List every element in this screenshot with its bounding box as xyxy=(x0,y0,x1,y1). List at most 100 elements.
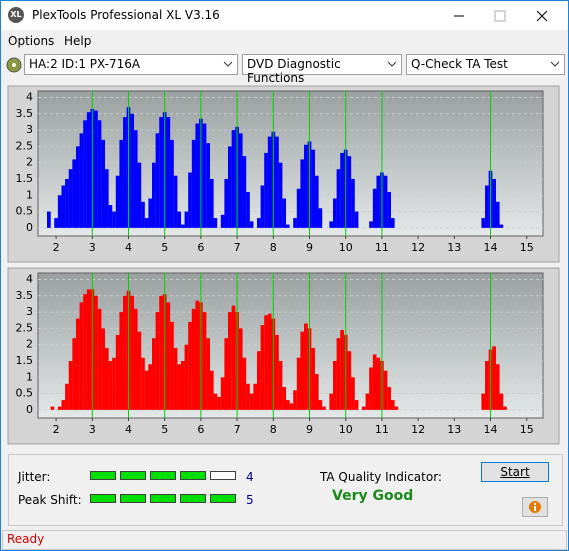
menu-item[interactable]: Help xyxy=(64,34,92,48)
bar xyxy=(332,198,337,228)
x-tick-label: 15 xyxy=(520,241,534,254)
close-button[interactable] xyxy=(536,10,548,22)
bar xyxy=(184,211,189,228)
x-tick-label: 10 xyxy=(339,241,353,254)
bar xyxy=(231,305,236,410)
bar xyxy=(253,383,258,410)
bar xyxy=(387,192,391,228)
bar xyxy=(369,367,373,410)
bar xyxy=(318,208,323,228)
bar xyxy=(220,377,225,410)
y-tick-label: 0.5 xyxy=(16,205,34,218)
bar xyxy=(228,312,232,410)
y-tick-label: 2 xyxy=(26,156,33,169)
bar xyxy=(499,393,504,410)
bar xyxy=(246,383,250,410)
title-bar: XL PlexTools Professional XL V3.16 xyxy=(1,1,568,30)
bar xyxy=(267,313,272,410)
x-tick-label: 9 xyxy=(306,423,313,436)
bar xyxy=(228,146,232,228)
bar xyxy=(50,406,55,410)
maximize-button[interactable] xyxy=(494,10,506,22)
y-tick-label: 4 xyxy=(26,273,33,286)
dropdown-arrow xyxy=(223,61,233,67)
drive-select[interactable]: HA:2 ID:1 PX-716A xyxy=(24,54,238,75)
y-tick-label: 1 xyxy=(26,188,33,201)
bar xyxy=(173,347,178,410)
menu-item[interactable]: Options xyxy=(8,34,55,48)
bar xyxy=(336,338,341,410)
drive-text: HA:2 ID:1 PX-716A xyxy=(29,57,141,71)
bar xyxy=(354,211,359,228)
x-tick-label: 7 xyxy=(234,241,241,254)
y-tick-label: 2.5 xyxy=(16,321,34,334)
x-tick-label: 8 xyxy=(270,423,277,436)
bar xyxy=(492,178,496,228)
bar xyxy=(101,139,106,228)
bar xyxy=(383,370,388,410)
dropdown-arrow xyxy=(550,61,560,67)
y-tick-label: 3.5 xyxy=(16,107,34,120)
bar xyxy=(101,328,106,410)
bar xyxy=(180,224,185,228)
peak-shift-value: 5 xyxy=(246,493,254,507)
start-button[interactable]: Start xyxy=(481,462,549,482)
drive-icon xyxy=(6,57,22,73)
quality-label: TA Quality Indicator: xyxy=(320,470,442,484)
x-tick-label: 5 xyxy=(161,241,168,254)
x-tick-label: 11 xyxy=(375,241,389,254)
bar xyxy=(372,188,377,228)
status-text: Ready xyxy=(7,532,45,546)
bar xyxy=(213,218,218,228)
bar xyxy=(144,218,149,228)
bar xyxy=(282,198,287,228)
bar xyxy=(177,211,182,228)
bar xyxy=(293,218,297,228)
x-tick-label: 13 xyxy=(447,241,461,254)
bar xyxy=(206,143,210,228)
meter-segment xyxy=(150,471,176,480)
bar xyxy=(188,321,192,410)
bar xyxy=(170,321,174,410)
x-tick-label: 4 xyxy=(125,423,132,436)
bar xyxy=(304,144,308,228)
bar xyxy=(365,393,370,410)
bar xyxy=(231,130,236,228)
info-button[interactable] xyxy=(522,497,548,517)
bar xyxy=(195,300,200,410)
bar xyxy=(209,370,214,410)
charts: 00.511.522.533.542 3 4 5 6 7 8 9 10 11 12 13 14 1500.… xyxy=(7,85,560,445)
info-icon xyxy=(529,501,541,513)
bar xyxy=(390,400,395,410)
x-tick-label: 7 xyxy=(234,423,241,436)
bar xyxy=(238,328,243,410)
bar xyxy=(376,175,381,228)
bar xyxy=(383,175,388,228)
bar xyxy=(311,149,315,228)
bar xyxy=(495,201,500,228)
x-tick-label: 6 xyxy=(197,423,204,436)
bar xyxy=(97,120,102,228)
x-tick-label: 15 xyxy=(520,423,534,436)
test-select[interactable]: Q-Check TA Test xyxy=(406,54,565,75)
bar xyxy=(86,289,91,410)
bar xyxy=(264,152,268,228)
bar xyxy=(217,396,221,410)
y-tick-label: 2.5 xyxy=(16,139,34,152)
meter-segment xyxy=(90,471,116,480)
bar xyxy=(369,221,373,228)
meter-segment xyxy=(180,494,206,503)
bar xyxy=(485,185,489,228)
bar xyxy=(108,205,113,228)
bar xyxy=(68,169,73,228)
bar xyxy=(159,117,163,228)
bar xyxy=(347,351,352,410)
x-tick-label: 3 xyxy=(89,423,96,436)
bar xyxy=(322,406,326,410)
bar xyxy=(133,130,138,228)
bar xyxy=(123,117,127,228)
bar xyxy=(213,393,218,410)
function-select[interactable]: DVD Diagnostic Functions xyxy=(242,54,402,85)
bar xyxy=(148,198,153,228)
bar xyxy=(57,406,62,410)
